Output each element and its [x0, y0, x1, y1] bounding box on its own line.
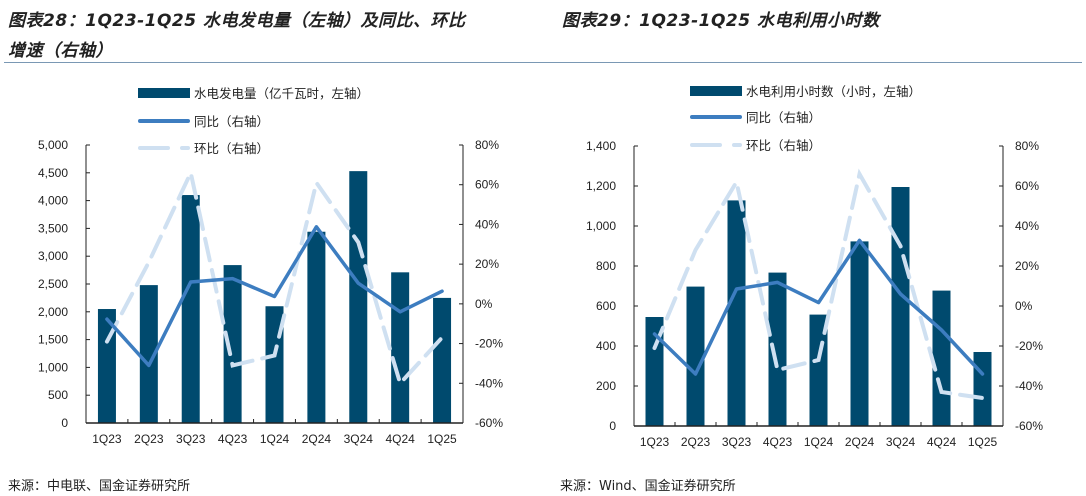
bar — [768, 272, 787, 426]
right-tick-label: -40% — [475, 376, 503, 390]
legend-label: 水电发电量（亿千瓦时，左轴） — [194, 86, 369, 101]
bar — [181, 195, 200, 423]
right-source-note: 来源：Wind、国金证券研究所 — [560, 479, 736, 494]
right-tick-label: 0% — [475, 297, 493, 311]
bar — [932, 290, 951, 426]
bar — [645, 317, 664, 426]
left-chart-title-line2: 增速（右轴） — [8, 41, 113, 61]
bar — [349, 171, 368, 423]
x-tick-label: 2Q24 — [302, 432, 332, 446]
legend-bar-swatch — [690, 86, 742, 96]
left-tick-label: 1,200 — [586, 179, 616, 193]
x-tick-label: 1Q25 — [427, 432, 457, 446]
right-tick-label: -40% — [1015, 379, 1043, 393]
left-tick-label: 1,000 — [38, 360, 68, 374]
right-chart: 0 200 400 600 800 1,000 1,200 1,400 -60% -40% -20%… — [586, 84, 1043, 449]
left-tick-label: 200 — [596, 379, 616, 393]
x-tick-label: 4Q24 — [385, 432, 415, 446]
left-tick-label: 500 — [48, 388, 68, 402]
right-tick-label: 80% — [475, 138, 499, 152]
left-tick-label: 4,000 — [38, 194, 68, 208]
x-tick-label: 2Q23 — [134, 432, 164, 446]
x-tick-label: 3Q23 — [722, 435, 752, 449]
left-tick-label: 800 — [596, 259, 616, 273]
bar — [97, 309, 116, 423]
left-tick-label: 2,500 — [38, 277, 68, 291]
left-tick-label: 3,500 — [38, 221, 68, 235]
left-tick-label: 1,000 — [586, 219, 616, 233]
left-tick-label: 4,500 — [38, 166, 68, 180]
x-tick-label: 1Q23 — [640, 435, 670, 449]
x-tick-label: 1Q24 — [260, 432, 290, 446]
right-chart-title: 图表29：1Q23-1Q25 水电利用小时数 — [562, 11, 880, 31]
x-tick-label: 3Q24 — [344, 432, 374, 446]
bar — [433, 297, 452, 423]
left-tick-label: 0 — [61, 416, 68, 430]
legend-label: 环比（右轴） — [746, 138, 821, 153]
x-tick-label: 3Q24 — [886, 435, 916, 449]
right-tick-label: 20% — [1015, 259, 1039, 273]
left-tick-label: 3,000 — [38, 249, 68, 263]
left-tick-label: 400 — [596, 339, 616, 353]
right-tick-label: 40% — [475, 217, 499, 231]
bar — [391, 272, 410, 423]
legend-label: 同比（右轴） — [194, 114, 269, 129]
bar — [973, 352, 992, 426]
legend-label: 环比（右轴） — [194, 141, 269, 156]
x-tick-label: 2Q24 — [845, 435, 875, 449]
right-tick-label: 80% — [1015, 139, 1039, 153]
x-tick-label: 4Q23 — [218, 432, 248, 446]
x-tick-label: 4Q24 — [927, 435, 957, 449]
right-tick-label: 0% — [1015, 299, 1033, 313]
x-tick-label: 1Q24 — [804, 435, 834, 449]
legend-label: 同比（右轴） — [746, 110, 821, 125]
x-tick-label: 1Q23 — [92, 432, 122, 446]
legend-bar-swatch — [138, 88, 190, 98]
left-tick-label: 5,000 — [38, 138, 68, 152]
bar — [891, 187, 910, 426]
left-tick-label: 600 — [596, 299, 616, 313]
right-tick-label: 20% — [475, 257, 499, 271]
bar — [727, 200, 746, 426]
bar — [686, 286, 705, 426]
right-tick-label: -60% — [1015, 419, 1043, 433]
right-tick-label: 60% — [475, 178, 499, 192]
left-tick-label: 1,400 — [586, 139, 616, 153]
right-tick-label: -20% — [475, 337, 503, 351]
bar — [139, 285, 158, 423]
x-tick-label: 3Q23 — [176, 432, 206, 446]
right-tick-label: -60% — [475, 416, 503, 430]
right-tick-label: 60% — [1015, 179, 1039, 193]
left-tick-label: 0 — [609, 419, 616, 433]
title-divider — [4, 62, 1082, 63]
right-tick-label: 40% — [1015, 219, 1039, 233]
left-chart-title-line1: 图表28：1Q23-1Q25 水电发电量（左轴）及同比、环比 — [8, 11, 466, 31]
left-source-note: 来源：中电联、国金证券研究所 — [8, 479, 191, 494]
left-tick-label: 1,500 — [38, 333, 68, 347]
x-tick-label: 1Q25 — [968, 435, 998, 449]
legend-label: 水电利用小时数（小时，左轴） — [746, 84, 921, 99]
x-tick-label: 2Q23 — [681, 435, 711, 449]
bar — [223, 265, 242, 423]
right-tick-label: -20% — [1015, 339, 1043, 353]
bar — [850, 241, 869, 426]
left-chart: 0 500 1,000 1,500 2,000 2,500 3,000 3,500 4,000 4… — [38, 86, 503, 446]
bar — [307, 231, 326, 423]
x-tick-label: 4Q23 — [763, 435, 793, 449]
left-tick-label: 2,000 — [38, 305, 68, 319]
